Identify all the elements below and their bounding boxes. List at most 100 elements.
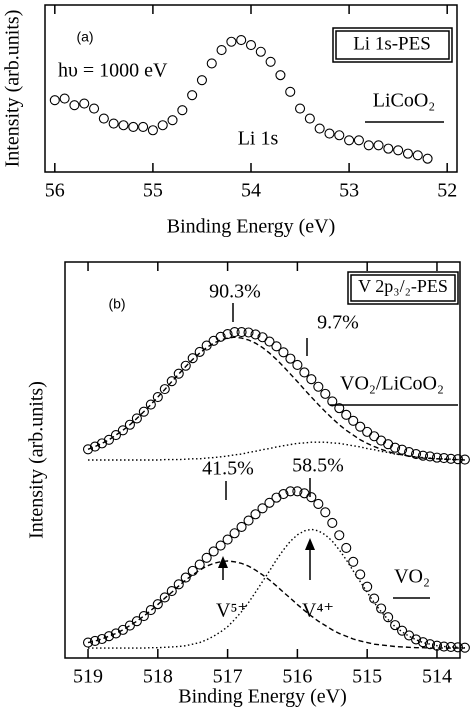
data-point bbox=[201, 340, 212, 351]
data-point bbox=[152, 391, 163, 403]
x-tick-label: 516 bbox=[282, 666, 312, 688]
data-point bbox=[304, 113, 315, 124]
data-point bbox=[348, 415, 359, 426]
data-point bbox=[459, 642, 470, 653]
data-point bbox=[313, 381, 324, 392]
data-point bbox=[138, 610, 149, 622]
data-point bbox=[159, 592, 170, 603]
data-point bbox=[187, 353, 198, 364]
x-axis-label: Binding Energy (eV) bbox=[178, 686, 347, 708]
y-axis-label: Intensity (arb.units) bbox=[26, 381, 48, 539]
annotation: Li 1s-PES bbox=[353, 33, 431, 54]
data-point bbox=[285, 486, 296, 497]
data-point bbox=[459, 454, 470, 465]
annotation: VO₂ bbox=[394, 566, 430, 588]
data-point bbox=[229, 528, 240, 539]
data-point bbox=[363, 140, 374, 151]
data-point bbox=[344, 135, 355, 146]
data-point bbox=[194, 346, 205, 357]
data-point bbox=[250, 329, 261, 340]
data-point bbox=[255, 46, 266, 57]
data-point bbox=[383, 143, 394, 154]
data-point bbox=[306, 374, 317, 385]
annotation: 9.7% bbox=[317, 312, 359, 334]
data-point bbox=[173, 368, 184, 379]
data-point bbox=[128, 121, 139, 132]
data-point bbox=[313, 498, 324, 510]
data-point bbox=[285, 353, 296, 364]
data-point bbox=[118, 120, 129, 131]
x-tick-label: 56 bbox=[45, 180, 65, 202]
x-tick-label: 515 bbox=[352, 666, 382, 688]
data-point bbox=[49, 95, 60, 106]
data-point bbox=[278, 489, 289, 500]
data-point bbox=[236, 35, 247, 46]
data-point bbox=[187, 565, 198, 576]
data-point bbox=[353, 135, 364, 146]
data-point bbox=[222, 534, 233, 545]
data-point bbox=[243, 515, 254, 526]
data-point bbox=[152, 599, 163, 610]
data-point bbox=[341, 542, 352, 553]
data-point bbox=[103, 631, 115, 642]
data-point bbox=[271, 341, 282, 352]
data-point bbox=[334, 130, 345, 141]
data-point bbox=[431, 640, 443, 651]
data-point bbox=[341, 409, 352, 420]
data-point bbox=[438, 452, 449, 464]
data-point bbox=[299, 367, 310, 378]
data-point bbox=[452, 642, 463, 653]
data-point bbox=[236, 521, 247, 532]
data-point bbox=[145, 605, 156, 616]
data-point bbox=[145, 399, 156, 410]
data-point bbox=[424, 451, 436, 462]
data-point bbox=[82, 444, 94, 455]
data-point bbox=[355, 421, 366, 432]
title-box-inner bbox=[350, 274, 456, 302]
x-tick-label: 54 bbox=[241, 180, 261, 202]
x-tick-label: 52 bbox=[437, 180, 457, 202]
data-point bbox=[208, 335, 219, 346]
data-point bbox=[236, 327, 247, 338]
panel-label: (a) bbox=[76, 29, 93, 45]
data-point bbox=[393, 145, 404, 156]
x-tick-label: 517 bbox=[213, 666, 243, 688]
fit-component bbox=[87, 560, 465, 649]
data-point bbox=[206, 58, 217, 69]
fit-component bbox=[87, 336, 465, 461]
data-point bbox=[222, 329, 233, 340]
data-point bbox=[373, 140, 384, 151]
title-box-inner bbox=[335, 30, 450, 60]
data-point bbox=[180, 572, 191, 583]
data-point bbox=[79, 98, 90, 109]
data-point bbox=[173, 579, 184, 590]
data-point bbox=[89, 635, 101, 647]
data-point bbox=[410, 449, 422, 460]
data-point bbox=[431, 452, 443, 463]
data-point bbox=[108, 118, 119, 129]
title-box-outer bbox=[332, 27, 453, 63]
title-box-outer bbox=[347, 271, 459, 305]
data-point bbox=[59, 93, 70, 104]
data-point bbox=[264, 497, 275, 508]
data-point bbox=[157, 120, 168, 131]
data-point bbox=[320, 507, 331, 518]
data-point bbox=[166, 586, 177, 597]
annotation: Li 1s bbox=[238, 128, 279, 150]
data-point bbox=[324, 128, 335, 139]
data-point bbox=[376, 435, 387, 446]
data-point bbox=[187, 90, 198, 101]
data-point bbox=[167, 115, 178, 126]
data-point bbox=[334, 530, 345, 541]
data-point bbox=[452, 454, 463, 465]
data-point bbox=[412, 150, 423, 161]
data-point bbox=[275, 70, 286, 81]
data-point bbox=[98, 113, 109, 124]
data-point bbox=[445, 641, 456, 652]
data-point bbox=[250, 509, 261, 520]
data-point bbox=[229, 327, 240, 338]
data-point bbox=[226, 36, 237, 47]
data-point bbox=[376, 603, 387, 614]
annotation: V⁵⁺ bbox=[216, 600, 248, 622]
